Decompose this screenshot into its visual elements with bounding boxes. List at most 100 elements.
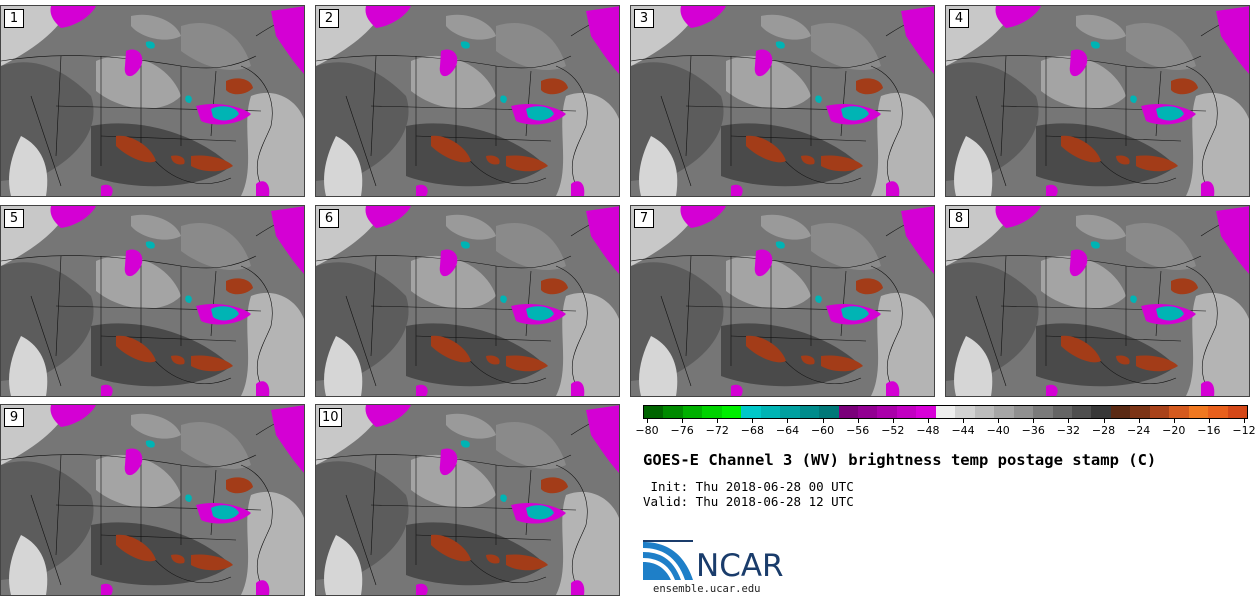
colorbar [643,405,1248,419]
colorbar-swatch [857,406,878,418]
colorbar-swatch [1208,406,1228,418]
colorbar-tick-label: −40 [986,424,1010,437]
colorbar-tick-label: −76 [670,424,694,437]
panel-9: 9 [0,404,305,596]
panel-10: 10 [315,404,620,596]
colorbar-tick [787,419,789,423]
wv-map [946,206,1249,396]
colorbar-swatch [1110,406,1131,418]
figure-title: GOES-E Channel 3 (WV) brightness temp po… [643,451,1157,469]
panel-map [1,405,304,595]
wv-map [631,206,934,396]
panel-map [631,6,934,196]
panel-4: 4 [945,5,1250,197]
colorbar-swatch [935,406,956,418]
panel-number: 6 [319,209,339,228]
colorbar-tick [1173,419,1175,423]
init-time: Init: Thu 2018-06-28 00 UTC [643,479,854,494]
panel-map [631,206,934,396]
wv-map [1,6,304,196]
colorbar-swatch [819,406,839,418]
colorbar-tick-label: −64 [775,424,800,437]
colorbar-tick [752,419,754,423]
colorbar-ticks: −80 −76 −72 −68 −64 −60 −56 −52 −48 −44 −40 −36 −32−… [635,419,1256,443]
wv-map [1,206,304,396]
colorbar-swatch [663,406,683,418]
colorbar-tick-label: −16 [1197,424,1221,437]
colorbar-swatch [780,406,800,418]
colorbar-swatch [955,406,975,418]
panel-5: 5 [0,205,305,397]
colorbar-tick [1244,419,1245,423]
panel-1: 1 [0,5,305,197]
colorbar-tick [1033,419,1035,423]
panel-number: 8 [949,209,969,228]
colorbar-tick-label: −32 [1056,424,1081,437]
colorbar-swatch [896,406,917,418]
colorbar-tick-label: −52 [881,424,905,437]
colorbar-tick-label: −24 [1127,424,1151,437]
wv-map [631,6,934,196]
panel-number: 2 [319,9,339,28]
colorbar-tick-label: −56 [846,424,870,437]
colorbar-tick [647,419,648,423]
panel-number: 4 [949,9,969,28]
colorbar-tick [963,419,965,423]
colorbar-swatch [974,406,995,418]
panel-number: 1 [4,9,24,28]
panel-6: 6 [315,205,620,397]
colorbar-tick-label: −48 [916,424,940,437]
panel-3: 3 [630,5,935,197]
colorbar-swatch [1091,406,1111,418]
wv-map [316,206,619,396]
panel-number: 10 [319,408,342,427]
colorbar-swatch [1033,406,1053,418]
colorbar-tick [927,419,929,423]
colorbar-swatch [799,406,820,418]
panel-map [1,6,304,196]
colorbar-tick-label: −44 [951,424,975,437]
colorbar-tick [1103,419,1105,423]
colorbar-swatch [916,406,936,418]
ncar-logo-icon [643,540,693,580]
panel-number: 5 [4,209,24,228]
panel-number: 7 [634,209,654,228]
valid-time: Valid: Thu 2018-06-28 12 UTC [643,494,854,509]
colorbar-tick-label: −20 [1162,424,1186,437]
colorbar-swatch [644,406,664,418]
panel-8: 8 [945,205,1250,397]
colorbar-tick [1208,419,1210,423]
colorbar-swatch [760,406,781,418]
colorbar-tick [822,419,824,423]
colorbar-tick [682,419,684,423]
site-url: ensemble.ucar.edu [653,583,761,595]
panel-map [946,6,1249,196]
colorbar-tick [892,419,894,423]
colorbar-swatch [1188,406,1209,418]
colorbar-swatch [741,406,761,418]
panel-number: 9 [4,408,24,427]
colorbar-tick-label: −36 [1021,424,1045,437]
colorbar-swatch [1169,406,1189,418]
colorbar-swatch [682,406,703,418]
colorbar-tick-label: −80 [635,424,659,437]
colorbar-swatch [1227,406,1248,418]
colorbar-tick [857,419,859,423]
colorbar-swatch [1130,406,1150,418]
colorbar-tick-label: −68 [740,424,764,437]
colorbar-swatch [994,406,1014,418]
colorbar-tick [1068,419,1070,423]
panel-7: 7 [630,205,935,397]
panel-2: 2 [315,5,620,197]
wv-map [316,405,619,595]
colorbar-swatch [838,406,858,418]
panel-map [946,206,1249,396]
colorbar-tick-label: −28 [1091,424,1116,437]
colorbar-tick [998,419,1000,423]
colorbar-swatch [1071,406,1092,418]
wv-map [316,6,619,196]
ncar-logo-text: NCAR [696,548,784,584]
colorbar-tick [717,419,719,423]
colorbar-swatch [877,406,897,418]
colorbar-swatch [1013,406,1034,418]
